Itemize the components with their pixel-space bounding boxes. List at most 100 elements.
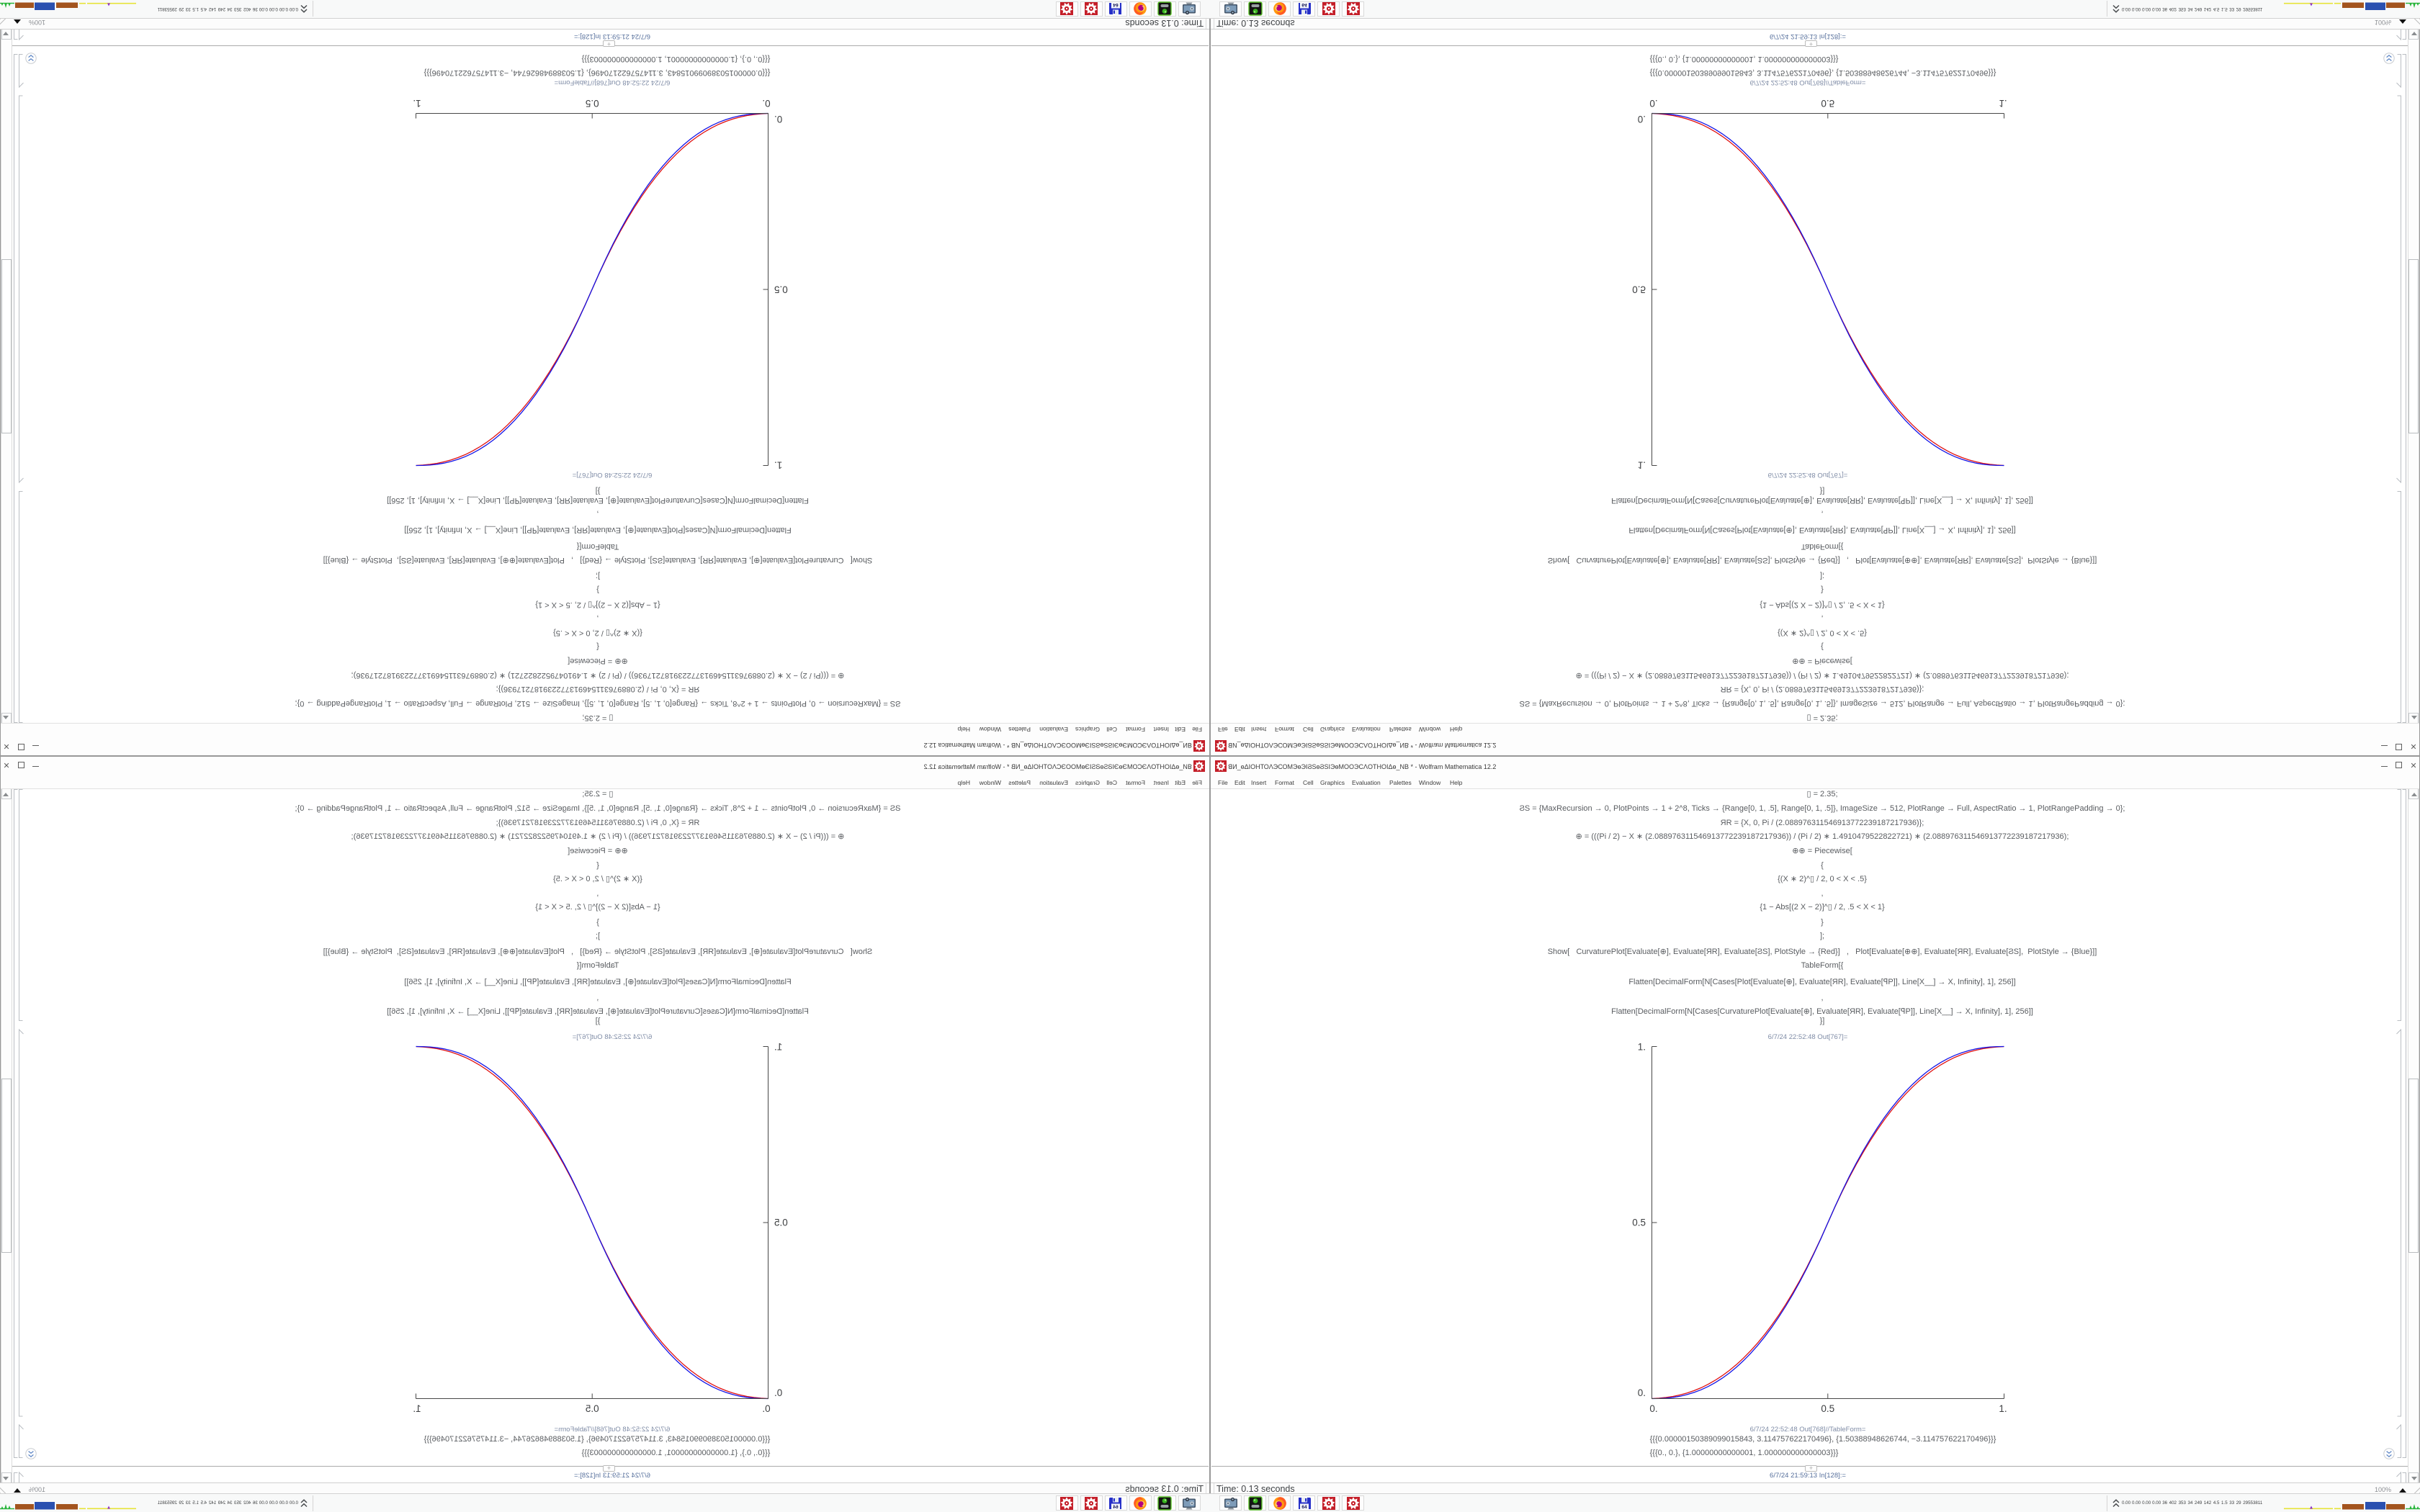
taskbar-button-firefox[interactable]	[1129, 1, 1152, 17]
code-line[interactable]: {1 − Abs[(2 X − 2)]^▯ / 2, .5 < X < 1}	[535, 600, 660, 609]
menu-evaluation[interactable]: Evaluation	[1352, 779, 1381, 786]
tray-expand-chevron-icon[interactable]	[2112, 1498, 2120, 1508]
zoom-menu-arrow-icon[interactable]	[14, 19, 21, 24]
code-line[interactable]: ,	[596, 614, 599, 624]
scrollbar-thumb[interactable]	[2408, 1079, 2419, 1253]
menu-insert[interactable]: Insert	[1153, 726, 1169, 733]
scrollbar-up-arrow[interactable]	[2408, 789, 2419, 799]
code-line[interactable]: {(X ∗ 2)^▯ / 2, 0 < X < .5}	[1778, 629, 1867, 637]
taskbar-button-disk-imager[interactable]: 64	[1105, 1495, 1127, 1511]
code-line[interactable]: {	[1821, 860, 1824, 870]
zoom-menu-arrow-icon[interactable]	[14, 1488, 21, 1493]
cell-brackets[interactable]	[1, 788, 46, 1482]
minimize-button[interactable]	[28, 757, 42, 775]
code-line[interactable]: TableForm[{	[576, 960, 619, 970]
code-line[interactable]: TableForm[{	[1801, 542, 1844, 552]
scrollbar-up-arrow[interactable]	[1, 788, 12, 799]
code-line[interactable]: ,	[596, 888, 599, 898]
code-line[interactable]: ЯR = {X, 0, Pi / (2.08897631154691377223…	[496, 685, 700, 694]
code-line[interactable]: Flatten[DecimalForm[N[Cases[Plot[Evaluat…	[404, 526, 792, 534]
menu-insert[interactable]: Insert	[1251, 779, 1267, 786]
code-line[interactable]: {(X ∗ 2)^▯ / 2, 0 < X < .5}	[1778, 875, 1867, 883]
notebook-pane[interactable]: ▯ = 2.35; ϨS = {MaxRecursion → 0, PlotPo…	[1211, 788, 2419, 1482]
code-line[interactable]: ⊕⊕ = Piecewise[	[568, 846, 628, 855]
code-line[interactable]: ];	[595, 932, 601, 940]
taskbar-button-screen-recorder[interactable]	[1154, 1495, 1176, 1511]
code-line[interactable]: TableForm[{	[1801, 960, 1844, 970]
tray-expand-chevron-icon[interactable]	[2112, 4, 2120, 14]
window-resize-grip[interactable]	[0, 18, 9, 28]
close-button[interactable]: ✕	[3, 762, 10, 770]
maximize-button[interactable]	[2392, 737, 2406, 755]
close-button[interactable]: ✕	[3, 742, 10, 750]
taskbar-button-mathematica-2[interactable]	[1342, 1, 1364, 17]
menu-window[interactable]: Window	[979, 726, 1001, 733]
taskbar-button-mathematica-2[interactable]	[1056, 1495, 1078, 1511]
taskbar-button-screen-recorder[interactable]	[1154, 1, 1176, 17]
menu-edit[interactable]: Edit	[1234, 779, 1245, 786]
vertical-scrollbar[interactable]	[2408, 789, 2419, 1482]
code-line[interactable]: }]	[1819, 487, 1825, 495]
taskbar-button-mathematica-1[interactable]	[1317, 1, 1340, 17]
code-line[interactable]: ЯR = {X, 0, Pi / (2.08897631154691377223…	[1720, 685, 1924, 694]
menu-palettes[interactable]: Palettes	[1008, 726, 1031, 733]
menu-help[interactable]: Help	[1450, 726, 1463, 733]
taskbar-button-screenshot-tool[interactable]	[1178, 1, 1201, 17]
code-line[interactable]: ϨS = {MaxRecursion → 0, PlotPoints → 1 +…	[295, 804, 901, 813]
zoom-level-text[interactable]: 100%	[2375, 1486, 2392, 1493]
code-line[interactable]: Show[ CurvaturePlot[Evaluate[⊕], Evaluat…	[1547, 556, 2097, 565]
menu-help[interactable]: Help	[957, 779, 970, 786]
menu-window[interactable]: Window	[1419, 726, 1441, 733]
code-line[interactable]: ▯ = 2.35;	[582, 790, 614, 798]
titlebar[interactable]: ꓭИ_ѳΔІОНТОΛЭСОМЭѳЭІϨЅѳϨЅІЭѳМООЭСΛОТНОІΔѳ…	[1211, 736, 2419, 755]
code-line[interactable]: ];	[1819, 572, 1825, 580]
close-button[interactable]: ✕	[2410, 762, 2417, 770]
taskbar-button-mathematica-2[interactable]	[1342, 1495, 1364, 1511]
code-line[interactable]: ЯR = {X, 0, Pi / (2.08897631154691377223…	[496, 818, 700, 827]
code-line[interactable]: ,	[596, 993, 599, 1002]
scrollbar-thumb[interactable]	[1, 259, 12, 433]
code-line[interactable]: {1 − Abs[(2 X − 2)]^▯ / 2, .5 < X < 1}	[1760, 600, 1885, 609]
code-line[interactable]: ⊕ = (((Pi / 2) − X ∗ (2.0889763115469137…	[351, 832, 845, 841]
menu-edit[interactable]: Edit	[1234, 726, 1245, 733]
taskbar-button-screenshot-tool[interactable]	[1178, 1495, 1201, 1511]
code-line[interactable]: }	[1821, 918, 1824, 927]
taskbar-button-screenshot-tool[interactable]	[1219, 1495, 1242, 1511]
code-line[interactable]: ▯ = 2.35;	[1806, 790, 1838, 798]
scrollbar-thumb[interactable]	[1, 1079, 12, 1253]
menu-cell[interactable]: Cell	[1303, 779, 1314, 786]
menu-graphics[interactable]: Graphics	[1075, 726, 1100, 733]
menu-insert[interactable]: Insert	[1153, 779, 1169, 786]
menu-format[interactable]: Format	[1275, 779, 1294, 786]
taskbar-button-firefox[interactable]	[1268, 1, 1291, 17]
taskbar-button-screen-recorder[interactable]	[1244, 1, 1266, 17]
code-line[interactable]: Flatten[DecimalForm[N[Cases[Plot[Evaluat…	[1628, 978, 2016, 986]
menu-format[interactable]: Format	[1126, 726, 1145, 733]
out767-plot[interactable]: 1. 0.5 0. 0. 0.5 1.	[1631, 93, 2011, 473]
zoom-level-text[interactable]: 100%	[28, 19, 45, 26]
taskbar-button-screenshot-tool[interactable]	[1219, 1, 1242, 17]
code-line[interactable]: ЯR = {X, 0, Pi / (2.08897631154691377223…	[1720, 818, 1924, 827]
menu-format[interactable]: Format	[1126, 779, 1145, 786]
menu-edit[interactable]: Edit	[1175, 726, 1186, 733]
code-line[interactable]: ,	[1821, 510, 1824, 519]
taskbar-button-firefox[interactable]	[1129, 1495, 1152, 1511]
tableform-output[interactable]: {{{0.00000150389099015843, 3.11475762217…	[1, 52, 1196, 80]
taskbar-button-disk-imager[interactable]: 64	[1293, 1495, 1315, 1511]
notebook-pane[interactable]: ▯ = 2.35; ϨS = {MaxRecursion → 0, PlotPo…	[1211, 30, 2419, 724]
scrollbar-down-arrow[interactable]	[1, 1472, 12, 1482]
zoom-level-text[interactable]: 100%	[2375, 19, 2392, 26]
menu-cell[interactable]: Cell	[1303, 726, 1314, 733]
code-line[interactable]: ⊕ = (((Pi / 2) − X ∗ (2.0889763115469137…	[1575, 671, 2069, 680]
out767-plot[interactable]: 1. 0.5 0. 0. 0.5 1.	[1631, 1039, 2011, 1419]
vertical-scrollbar[interactable]	[1, 788, 12, 1482]
menu-cell[interactable]: Cell	[1106, 726, 1117, 733]
window-resize-grip[interactable]	[0, 1484, 9, 1494]
taskbar-button-mathematica-1[interactable]	[1317, 1495, 1340, 1511]
code-line[interactable]: {(X ∗ 2)^▯ / 2, 0 < X < .5}	[553, 875, 642, 883]
menu-evaluation[interactable]: Evaluation	[1039, 726, 1068, 733]
code-line[interactable]: ϨS = {MaxRecursion → 0, PlotPoints → 1 +…	[295, 699, 901, 708]
code-line[interactable]: ⊕⊕ = Piecewise[	[1792, 657, 1852, 666]
code-line[interactable]: {	[596, 860, 599, 870]
close-button[interactable]: ✕	[2410, 742, 2417, 750]
